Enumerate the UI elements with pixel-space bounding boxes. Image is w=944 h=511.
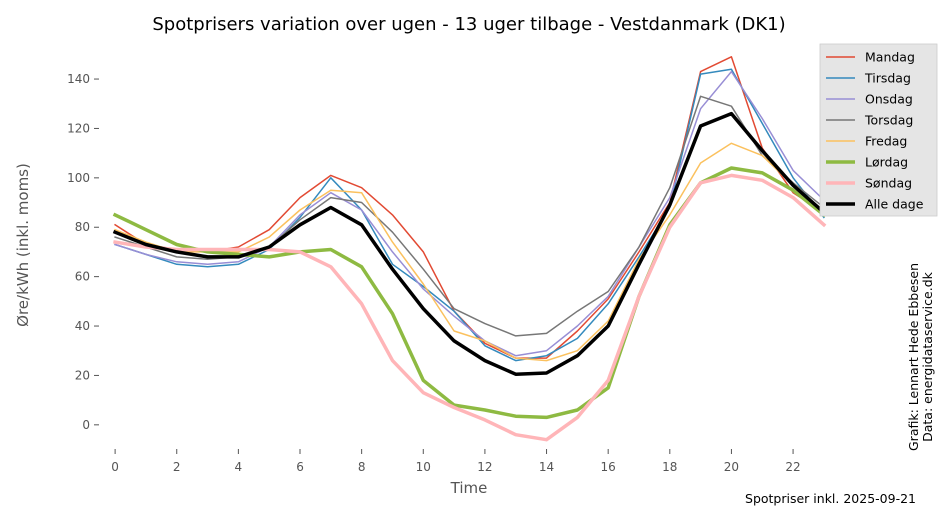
x-tick-label: 2 bbox=[173, 460, 181, 474]
x-tick-label: 14 bbox=[539, 460, 554, 474]
legend-label: Mandag bbox=[865, 50, 915, 65]
x-tick-label: 12 bbox=[477, 460, 492, 474]
y-tick-label: 100 bbox=[67, 171, 90, 185]
x-tick-label: 22 bbox=[785, 460, 800, 474]
y-tick-label: 80 bbox=[75, 220, 90, 234]
legend: Mandag Tirsdag Onsdag Torsdag Fredag Lørdag Sø… bbox=[819, 43, 938, 217]
x-tick-label: 6 bbox=[296, 460, 304, 474]
y-tick-label: 0 bbox=[82, 418, 90, 432]
series-lines bbox=[112, 56, 827, 442]
y-axis-label: Øre/kWh (inkl. moms) bbox=[14, 163, 32, 327]
x-tick-label: 4 bbox=[235, 460, 243, 474]
x-axis-label: Time bbox=[450, 479, 488, 497]
x-tick-label: 8 bbox=[358, 460, 366, 474]
y-tick-label: 120 bbox=[67, 121, 90, 135]
legend-label: Torsdag bbox=[864, 113, 913, 128]
x-tick-label: 16 bbox=[601, 460, 616, 474]
footer-note: Spotpriser inkl. 2025-09-21 bbox=[745, 491, 916, 506]
x-tick-label: 0 bbox=[111, 460, 119, 474]
series-line-lørdag bbox=[112, 166, 827, 420]
series-line-torsdag bbox=[114, 95, 825, 337]
x-axis-ticks: 0 2 4 6 8 10 12 14 16 18 20 22 bbox=[111, 449, 801, 474]
legend-label: Fredag bbox=[865, 134, 907, 149]
x-tick-label: 20 bbox=[724, 460, 739, 474]
legend-label: Tirsdag bbox=[864, 71, 911, 86]
series-line-alle-dage bbox=[112, 111, 827, 376]
y-tick-label: 20 bbox=[75, 368, 90, 382]
x-tick-label: 10 bbox=[416, 460, 431, 474]
credit-source: Data: energidataservice.dk bbox=[920, 271, 935, 442]
chart-title: Spotprisers variation over ugen - 13 uge… bbox=[152, 14, 785, 35]
legend-box bbox=[819, 43, 938, 217]
legend-label: Onsdag bbox=[865, 92, 913, 107]
y-tick-label: 40 bbox=[75, 319, 90, 333]
legend-label: Alle dage bbox=[865, 197, 924, 212]
y-axis-ticks: 0 20 40 60 80 100 120 140 bbox=[67, 72, 99, 432]
series-line-onsdag bbox=[114, 70, 825, 357]
y-tick-label: 140 bbox=[67, 72, 90, 86]
series-line-søndag bbox=[113, 173, 827, 442]
legend-label: Søndag bbox=[865, 176, 912, 191]
legend-label: Lørdag bbox=[865, 155, 908, 170]
series-line-fredag bbox=[114, 142, 825, 362]
x-tick-label: 18 bbox=[662, 460, 677, 474]
credit-author: Grafik: Lennart Hede Ebbesen bbox=[906, 263, 921, 451]
y-tick-label: 60 bbox=[75, 270, 90, 284]
